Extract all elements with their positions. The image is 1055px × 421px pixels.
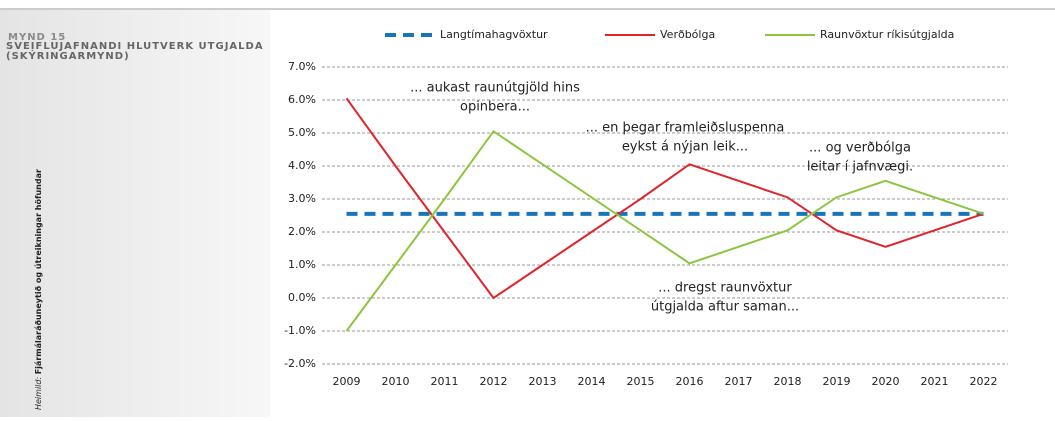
annotation: leitar í jafnvægi. — [807, 160, 913, 175]
x-tick-label: 2014 — [578, 375, 606, 388]
y-tick-label: 3.0% — [288, 192, 316, 205]
source-label: Heimild: — [34, 377, 43, 410]
y-tick-label: 6.0% — [288, 93, 316, 106]
x-tick-label: 2016 — [676, 375, 704, 388]
annotation: opinbera... — [460, 100, 530, 115]
source: Heimild: Fjármálaráðuneytið og útreiknin… — [34, 169, 43, 410]
x-tick-label: 2019 — [823, 375, 851, 388]
x-tick-label: 2021 — [921, 375, 949, 388]
legend-label: Langtímahagvöxtur — [440, 28, 548, 41]
legend-label: Verðbólga — [660, 28, 715, 41]
y-tick-label: 0.0% — [288, 291, 316, 304]
x-tick-label: 2011 — [431, 375, 459, 388]
y-tick-label: 5.0% — [288, 126, 316, 139]
series-line — [345, 129, 984, 332]
x-tick-label: 2018 — [774, 375, 802, 388]
y-tick-label: -1.0% — [284, 324, 316, 337]
sidebar-title: SVEIFLUJAFNANDI HLUTVERK ÚTGJALDA (SKÝRI… — [6, 42, 264, 62]
annotation: ... og verðbólga — [809, 141, 911, 156]
annotation: ... dregst raunvöxtur — [658, 281, 792, 296]
x-tick-label: 2017 — [725, 375, 753, 388]
x-tick-label: 2020 — [872, 375, 900, 388]
annotation: útgjalda aftur saman... — [651, 300, 799, 315]
x-tick-label: 2013 — [529, 375, 557, 388]
source-text: Fjármálaráðuneytið og útreikningar höfun… — [34, 169, 43, 374]
annotation: eykst á nýjan leik... — [622, 140, 748, 155]
x-tick-label: 2010 — [382, 375, 410, 388]
x-tick-label: 2015 — [627, 375, 655, 388]
series-line — [345, 97, 984, 300]
y-tick-label: -2.0% — [284, 357, 316, 370]
figure-number: MYND 15 — [8, 32, 66, 43]
sidebar — [0, 10, 270, 417]
x-tick-label: 2009 — [333, 375, 361, 388]
annotation: ... en þegar framleiðsluspenna — [586, 121, 785, 136]
y-tick-label: 2.0% — [288, 225, 316, 238]
x-tick-label: 2012 — [480, 375, 508, 388]
x-tick-label: 2022 — [970, 375, 998, 388]
y-tick-label: 7.0% — [288, 60, 316, 73]
sidebar-title-box: SVEIFLUJAFNANDI HLUTVERK ÚTGJALDA (SKÝRI… — [6, 42, 264, 62]
annotation: ... aukast raunútgjöld hins — [410, 81, 580, 96]
y-tick-label: 4.0% — [288, 159, 316, 172]
legend-label: Raunvöxtur ríkisútgjalda — [820, 28, 954, 41]
y-tick-label: 1.0% — [288, 258, 316, 271]
